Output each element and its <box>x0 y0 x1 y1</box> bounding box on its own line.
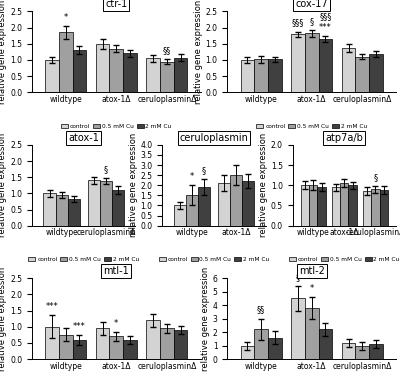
Legend: control, 0.5 mM Cu, 2 mM Cu: control, 0.5 mM Cu, 2 mM Cu <box>256 123 367 129</box>
Bar <box>96 329 110 359</box>
Text: §§§
***: §§§ *** <box>319 12 332 32</box>
Bar <box>174 330 188 359</box>
Title: mtl-1: mtl-1 <box>104 266 129 276</box>
Text: §: § <box>310 17 314 26</box>
Bar <box>123 340 137 359</box>
Bar <box>369 344 383 359</box>
Text: ***: *** <box>73 322 86 331</box>
Bar <box>45 327 59 359</box>
Bar <box>342 48 356 92</box>
Bar <box>123 53 137 92</box>
Bar <box>371 189 380 226</box>
Title: ctr-1: ctr-1 <box>105 0 128 9</box>
Y-axis label: relative gene expression: relative gene expression <box>129 133 138 237</box>
Title: atox-1: atox-1 <box>68 133 99 143</box>
Bar <box>88 180 100 226</box>
Bar <box>110 337 123 359</box>
Bar <box>291 34 305 92</box>
Bar <box>174 58 188 92</box>
Title: cox-17: cox-17 <box>295 0 328 9</box>
Bar <box>242 181 254 226</box>
Y-axis label: relative gene expression: relative gene expression <box>0 0 7 104</box>
Legend: control, 0.5 mM Cu, 2 mM Cu: control, 0.5 mM Cu, 2 mM Cu <box>28 257 139 262</box>
Bar <box>72 340 86 359</box>
Bar <box>309 185 318 226</box>
Text: §: § <box>373 173 377 182</box>
Bar <box>318 187 326 226</box>
Bar <box>305 34 318 92</box>
Bar <box>100 181 112 226</box>
Bar <box>146 58 160 92</box>
Y-axis label: relative gene expression: relative gene expression <box>201 267 210 371</box>
Bar <box>240 60 254 92</box>
Bar <box>160 62 174 92</box>
Bar <box>332 187 340 226</box>
Title: atp7a/b: atp7a/b <box>325 133 363 143</box>
Bar <box>254 59 268 92</box>
Bar <box>369 54 383 92</box>
Bar <box>356 57 369 92</box>
Bar <box>318 39 332 92</box>
Y-axis label: relative gene expression: relative gene expression <box>0 133 7 237</box>
Bar <box>254 329 268 359</box>
Bar <box>318 329 332 359</box>
Bar <box>300 185 309 226</box>
Y-axis label: relative gene expression: relative gene expression <box>0 267 7 371</box>
Bar <box>240 346 254 359</box>
Bar <box>56 195 68 226</box>
Text: §: § <box>202 166 206 175</box>
Bar <box>198 187 210 226</box>
Bar <box>340 183 348 226</box>
Title: ceruloplasmin: ceruloplasmin <box>180 133 248 143</box>
Bar <box>68 199 80 226</box>
Bar <box>268 59 282 92</box>
Bar <box>186 195 198 226</box>
Bar <box>230 175 242 226</box>
Text: *: * <box>190 172 194 181</box>
Text: §§: §§ <box>163 46 171 55</box>
Bar <box>59 335 72 359</box>
Bar <box>146 320 160 359</box>
Bar <box>363 191 371 226</box>
Legend: control, 0.5 mM Cu, 2 mM Cu: control, 0.5 mM Cu, 2 mM Cu <box>159 257 269 262</box>
Bar <box>356 346 369 359</box>
Bar <box>348 185 357 226</box>
Bar <box>380 190 388 226</box>
Text: §: § <box>296 273 300 282</box>
Bar <box>110 49 123 92</box>
Bar <box>268 338 282 359</box>
Text: ***: *** <box>46 303 58 311</box>
Bar <box>45 60 59 92</box>
Bar <box>342 343 356 359</box>
Y-axis label: relative gene expression: relative gene expression <box>259 133 268 237</box>
Y-axis label: relative gene expression: relative gene expression <box>194 0 203 104</box>
Bar <box>160 329 174 359</box>
Bar <box>59 32 72 92</box>
Legend: control, 0.5 mM Cu, 2 mM Cu: control, 0.5 mM Cu, 2 mM Cu <box>61 123 172 129</box>
Bar <box>44 193 56 226</box>
Text: §: § <box>104 165 108 174</box>
Bar <box>112 190 124 226</box>
Title: mtl-2: mtl-2 <box>299 266 325 276</box>
Bar <box>96 44 110 92</box>
Legend: control, 0.5 mM Cu, 2 mM Cu: control, 0.5 mM Cu, 2 mM Cu <box>289 257 400 262</box>
Text: *: * <box>64 13 68 22</box>
Text: §§: §§ <box>257 306 265 315</box>
Text: *: * <box>310 284 314 293</box>
Bar <box>174 206 186 226</box>
Text: §§§: §§§ <box>292 18 304 28</box>
Bar <box>218 183 230 226</box>
Bar <box>72 50 86 92</box>
Bar <box>305 308 318 359</box>
Bar <box>291 298 305 359</box>
Text: *: * <box>114 319 118 327</box>
